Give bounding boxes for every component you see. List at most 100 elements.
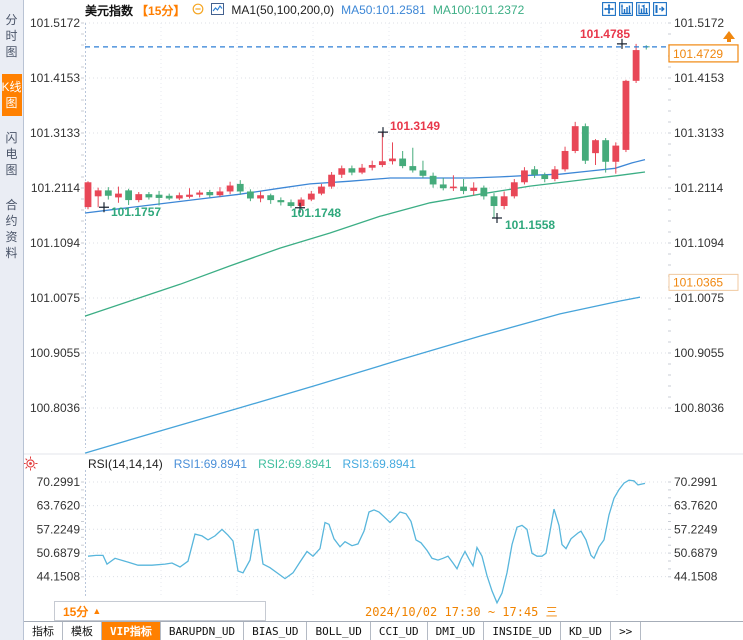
candle-body [429, 175, 437, 185]
price-axis-label-right: 100.8036 [674, 401, 724, 415]
candle-body [622, 80, 630, 150]
zoom-axis-icon[interactable] [619, 2, 633, 16]
candle-body [165, 195, 173, 199]
extreme-marker-icon [378, 127, 388, 138]
sidebar-tab-2[interactable]: 闪电图 [1, 125, 22, 183]
rsi-axis-label-left: 50.6879 [37, 546, 81, 560]
price-axis-label-left: 101.3133 [30, 126, 80, 140]
indicator-tab-INSIDE_UD[interactable]: INSIDE_UD [484, 622, 561, 640]
sidebar-tab-1[interactable]: K线图 [1, 74, 22, 116]
candle-body [94, 190, 102, 197]
extreme-marker-icon [492, 213, 502, 224]
price-axis-label-left: 101.0075 [30, 291, 80, 305]
rsi-axis-label-right: 50.6879 [674, 546, 718, 560]
candle-body [490, 196, 498, 207]
candle-body [84, 182, 92, 208]
candle-body [439, 184, 447, 189]
current-price-value: 101.4729 [673, 47, 723, 61]
candle-body [571, 126, 579, 151]
candle-body [541, 174, 549, 180]
rsi-target-icon[interactable] [23, 456, 38, 471]
candle-body [318, 186, 325, 194]
sidebar-tab-0[interactable]: 分时图 [1, 7, 22, 65]
indicator-tab-VIP[interactable]: VIP指标 [102, 622, 161, 640]
candle-body [236, 183, 244, 192]
ma100-line [84, 171, 646, 317]
shift-right-icon[interactable] [653, 2, 667, 16]
rsi-chart[interactable]: 70.2991 70.2991 63.7620 63.7620 57.2249 57.22… [0, 455, 743, 622]
extreme-marker-icon [295, 202, 305, 213]
candle-body [186, 194, 193, 197]
rsi-axis-label-left: 57.2249 [37, 522, 81, 536]
rsi2-value: RSI2:69.8941 [258, 457, 332, 471]
candle-body [581, 126, 589, 161]
price-annotation: 101.1748 [291, 206, 341, 220]
price-annotation: 101.4785 [580, 27, 630, 41]
price-axis-label-right: 101.4153 [674, 71, 724, 85]
price-annotation: 101.3149 [390, 119, 440, 133]
candle-body [500, 196, 508, 207]
indicator-tab-[interactable]: 模板 [63, 622, 102, 640]
candle-body [216, 191, 224, 196]
reference-price-value: 101.0365 [673, 275, 723, 289]
indicator-tab-BARUPDN_UD[interactable]: BARUPDN_UD [161, 622, 245, 640]
sidebar-tab-3[interactable]: 合约资料 [1, 192, 22, 266]
candle-body [602, 140, 610, 162]
price-chart[interactable]: 101.5172 101.5172 101.4153 101.4153 101.3133… [0, 0, 743, 455]
indicator-tab-CCI_UD[interactable]: CCI_UD [371, 622, 428, 640]
indicator-tab-[interactable]: 指标 [24, 622, 63, 640]
indicator-tab-BOLL_UD[interactable]: BOLL_UD [307, 622, 371, 640]
candle-body [378, 161, 386, 166]
pan-icon[interactable] [602, 2, 616, 16]
ma100-value: MA100:101.2372 [432, 3, 525, 17]
candle-body [206, 191, 214, 196]
candle-body [409, 166, 417, 171]
candle-body [155, 194, 163, 198]
collapse-circle-icon[interactable] [192, 3, 204, 18]
price-axis-label-left: 101.4153 [30, 71, 80, 85]
ma50-line [84, 158, 646, 214]
candle-body [348, 168, 356, 173]
period-selector[interactable]: 15分 ▲ [54, 601, 266, 621]
price-axis-label-left: 101.2114 [31, 181, 80, 195]
ma200-line [84, 296, 641, 454]
period-label: 15分 [63, 604, 89, 619]
candle-body [247, 191, 254, 199]
candle-body [612, 145, 620, 162]
indicator-tab-DMI_UD[interactable]: DMI_UD [428, 622, 485, 640]
candle-body [358, 167, 366, 173]
candle-body [297, 199, 305, 207]
candle-body [338, 168, 346, 175]
candle-body [399, 158, 407, 167]
rsi-axis-label-left: 44.1508 [37, 570, 81, 584]
price-axis-label-left: 100.9055 [30, 346, 80, 360]
candle-body [267, 195, 275, 201]
candle-body [328, 174, 335, 187]
extreme-marker-icon [99, 202, 109, 213]
price-axis-label-right: 101.5172 [674, 16, 724, 30]
rsi-axis-label-right: 70.2991 [674, 475, 718, 489]
candle-body [531, 169, 538, 175]
indicator-tab-BIAS_UD[interactable]: BIAS_UD [244, 622, 308, 640]
candle-body [510, 182, 518, 197]
candle-body [115, 193, 122, 198]
price-axis-label-left: 101.1094 [30, 236, 80, 250]
price-annotation: 101.1558 [505, 218, 555, 232]
rsi-axis-label-left: 70.2991 [37, 475, 81, 489]
candle-body [135, 194, 143, 201]
price-axis-label-left: 101.5172 [30, 16, 80, 30]
indicator-tab-KD_UD[interactable]: KD_UD [561, 622, 612, 640]
rsi-header: RSI(14,14,14) RSI1:69.8941 RSI2:69.8941 … [88, 457, 416, 471]
scale-axis-icon[interactable] [636, 2, 650, 16]
ma-group-label: MA1(50,100,200,0) [231, 3, 335, 17]
price-axis-label-right: 101.1094 [674, 236, 724, 250]
candle-body [125, 190, 132, 201]
candle-body [389, 158, 396, 162]
extreme-marker-icon [617, 38, 627, 49]
rsi3-value: RSI3:69.8941 [342, 457, 416, 471]
indicator-tab-[interactable]: >> [611, 622, 642, 640]
candle-body [419, 170, 427, 176]
chart-header: 美元指数 【15分】 MA1(50,100,200,0) MA50:101.25… [85, 2, 524, 18]
indicator-chart-icon[interactable] [211, 2, 225, 18]
